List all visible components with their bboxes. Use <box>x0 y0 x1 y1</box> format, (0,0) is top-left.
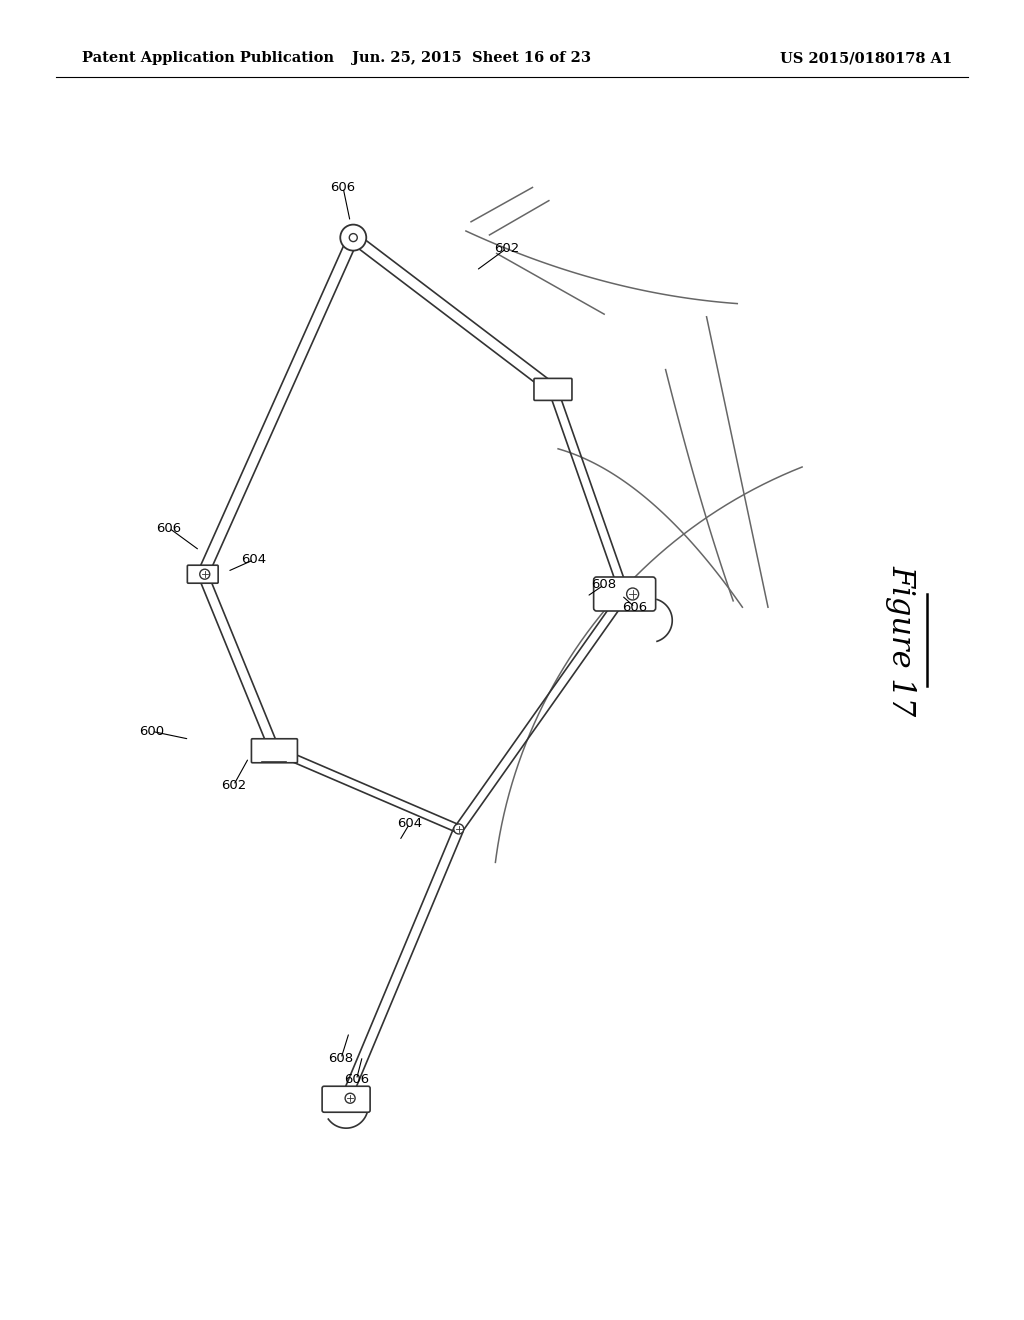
Circle shape <box>454 824 464 834</box>
Text: Jun. 25, 2015  Sheet 16 of 23: Jun. 25, 2015 Sheet 16 of 23 <box>351 51 591 66</box>
Text: 600: 600 <box>139 725 164 738</box>
Text: Patent Application Publication: Patent Application Publication <box>82 51 334 66</box>
Text: 604: 604 <box>397 817 422 830</box>
FancyBboxPatch shape <box>187 565 218 583</box>
Text: US 2015/0180178 A1: US 2015/0180178 A1 <box>780 51 952 66</box>
FancyBboxPatch shape <box>534 379 572 400</box>
Circle shape <box>349 234 357 242</box>
Circle shape <box>627 587 639 601</box>
Text: 606: 606 <box>344 1073 369 1086</box>
Text: 608: 608 <box>592 578 616 591</box>
Text: 606: 606 <box>623 601 647 614</box>
Circle shape <box>200 569 210 579</box>
FancyBboxPatch shape <box>323 1086 370 1113</box>
FancyBboxPatch shape <box>594 577 655 611</box>
Text: 606: 606 <box>331 181 355 194</box>
Circle shape <box>340 224 367 251</box>
Circle shape <box>345 1093 355 1104</box>
FancyBboxPatch shape <box>252 739 297 763</box>
Text: 606: 606 <box>157 521 181 535</box>
Text: 604: 604 <box>242 553 266 566</box>
Text: 602: 602 <box>495 242 519 255</box>
Text: 608: 608 <box>329 1052 353 1065</box>
Text: Figure 17: Figure 17 <box>886 565 916 715</box>
Text: 602: 602 <box>221 779 246 792</box>
